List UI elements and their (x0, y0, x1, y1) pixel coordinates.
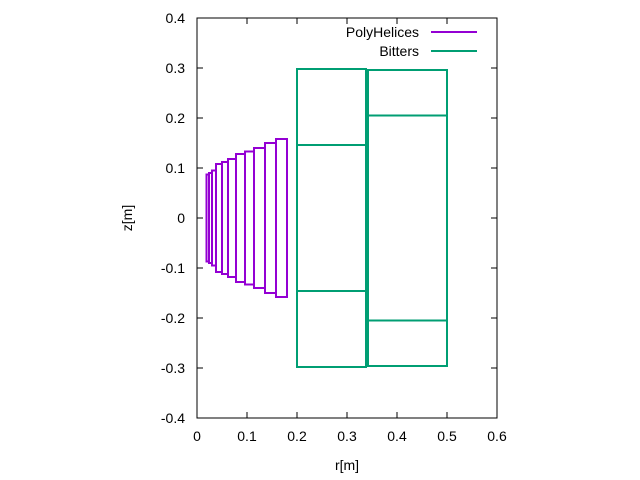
polyhelices-rect (235, 153, 246, 283)
legend-label-bitters: Bitters (379, 43, 419, 59)
bitters-rect (296, 290, 367, 368)
legend-label-polyhelices: PolyHelices (346, 24, 419, 40)
y-tick-label: 0 (177, 210, 185, 226)
x-tick-labels: 0 0.1 0.2 0.3 0.4 0.5 0.6 (193, 428, 507, 444)
polyhelices-rect (264, 142, 277, 294)
polyhelices-rect (275, 138, 288, 298)
polyhelices-rect (253, 147, 266, 289)
series-layer (205, 68, 448, 368)
x-tick-label: 0.6 (487, 428, 507, 444)
series-bitters (296, 68, 448, 368)
y-tick-label: -0.4 (161, 410, 185, 426)
y-tick-label: 0.2 (166, 110, 186, 126)
y-tick-labels: 0.4 0.3 0.2 0.1 0 -0.1 -0.2 -0.3 -0.4 (161, 10, 185, 426)
y-axis-label: z[m] (119, 205, 135, 231)
bitters-rect (296, 68, 367, 146)
polyhelices-rect (244, 150, 255, 286)
y-tick-label: 0.4 (166, 10, 186, 26)
x-tick-label: 0 (193, 428, 201, 444)
y-tick-label: -0.1 (161, 260, 185, 276)
bitters-rect (367, 319, 448, 367)
x-tick-label: 0.4 (387, 428, 407, 444)
y-tick-label: 0.3 (166, 60, 186, 76)
plot-frame (196, 17, 498, 419)
bitters-rect (367, 69, 448, 117)
y-tick-label: 0.1 (166, 160, 186, 176)
axis-ticks (197, 18, 497, 418)
x-tick-label: 0.3 (337, 428, 357, 444)
series-polyhelices (205, 138, 288, 298)
bitters-rect (296, 144, 367, 292)
bitters-rect (367, 114, 448, 322)
polyhelices-rect (227, 158, 237, 278)
y-tick-label: -0.2 (161, 310, 185, 326)
x-tick-label: 0.2 (287, 428, 307, 444)
x-tick-label: 0.1 (237, 428, 257, 444)
legend: PolyHelices Bitters (346, 24, 477, 59)
x-axis-label: r[m] (335, 457, 359, 473)
y-tick-label: -0.3 (161, 360, 185, 376)
x-tick-label: 0.5 (437, 428, 457, 444)
